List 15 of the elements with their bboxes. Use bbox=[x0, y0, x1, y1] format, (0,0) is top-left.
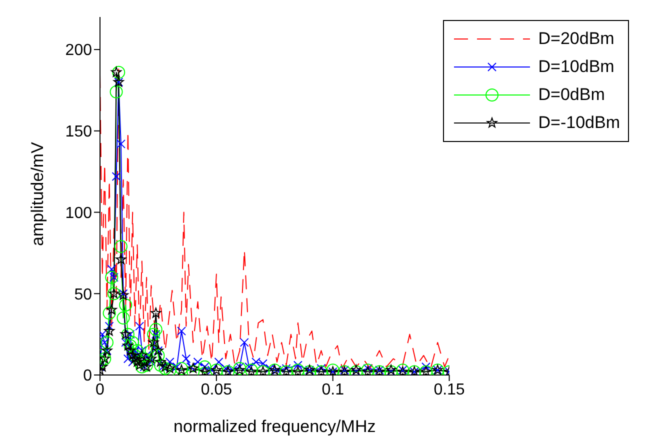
legend-label: D=10dBm bbox=[538, 57, 614, 77]
legend-label: D=0dBm bbox=[538, 85, 605, 105]
x-tick-label: 0 bbox=[96, 381, 105, 398]
y-tick-label: 50 bbox=[74, 286, 92, 304]
y-tick-label: 150 bbox=[65, 124, 92, 141]
legend-label: D=-10dBm bbox=[538, 113, 620, 133]
legend-label: D=20dBm bbox=[538, 29, 614, 49]
y-tick-label: 200 bbox=[65, 42, 92, 60]
y-axis-title: amplitude/mV bbox=[28, 141, 48, 246]
y-tick-label: 0 bbox=[83, 368, 92, 385]
x-tick-label: 0.15 bbox=[434, 381, 465, 398]
x-axis-title: normalized frequency/MHz bbox=[174, 417, 376, 436]
x-tick-label: 0.1 bbox=[322, 381, 344, 398]
x-tick-label: 0.05 bbox=[200, 381, 232, 398]
y-tick-label: 100 bbox=[65, 204, 92, 222]
